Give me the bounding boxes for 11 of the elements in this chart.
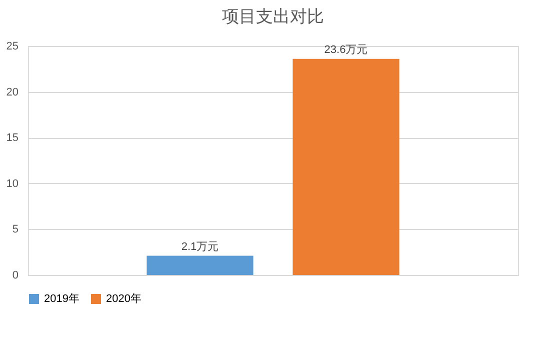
data-label: 23.6万元 <box>324 44 368 56</box>
chart-title: 项目支出对比 <box>222 7 324 26</box>
y-tick-label: 20 <box>6 86 18 98</box>
y-tick-label: 15 <box>6 132 18 144</box>
legend-label: 2019年 <box>44 293 80 305</box>
y-tick-label: 5 <box>12 224 18 236</box>
y-tick-label: 25 <box>6 40 18 52</box>
legend-label: 2020年 <box>106 293 142 305</box>
y-tick-label: 0 <box>12 270 18 282</box>
data-label: 2.1万元 <box>181 240 219 253</box>
y-tick-label: 10 <box>6 178 18 190</box>
